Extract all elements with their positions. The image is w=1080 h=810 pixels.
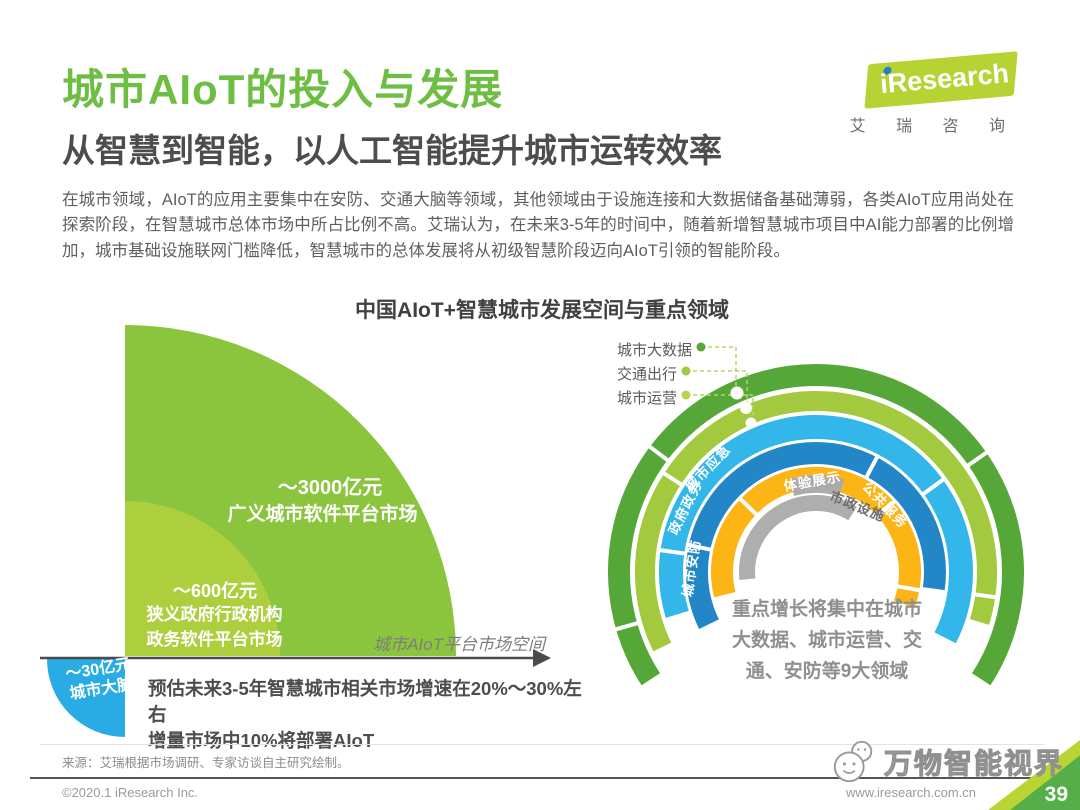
legend-city-operation: 城市运营: [617, 390, 678, 407]
narrow-market-value: ～600亿元: [172, 581, 258, 601]
page-number: 39: [1044, 783, 1068, 806]
ring-gray: [739, 495, 857, 581]
footer-site-url: www.iresearch.com.cn: [845, 785, 976, 800]
ring-marker-1: [730, 386, 744, 400]
quarter-narrow-market: [125, 501, 280, 656]
axis-arrowhead: [533, 649, 551, 667]
broad-market-value: ～3000亿元: [277, 477, 383, 499]
logo-brand-cn: 艾 瑞 咨 询: [849, 118, 1018, 135]
page-title: 城市AIoT的投入与发展: [62, 66, 504, 113]
legend-dot-bigdata: [696, 342, 706, 352]
ring-marker-3: [745, 417, 757, 429]
legend-dot-traffic: [681, 366, 691, 376]
watermark-text: 万物智能视界: [883, 748, 1065, 780]
axis-label: 城市AIoT平台市场空间: [373, 635, 545, 654]
ring-blue: [685, 442, 946, 630]
narrow-market-label: 狭义政府行政机构 政务软件平台市场: [146, 605, 283, 649]
legend-traffic: 交通出行: [617, 366, 678, 383]
footer-divider: [30, 777, 1050, 779]
page-corner: 39: [980, 740, 1080, 810]
ring-green: [608, 364, 1024, 686]
rings-center-note: 重点增长将集中在城市 大数据、城市运营、交 通、安防等9大领域: [731, 599, 922, 682]
source-note: 来源：艾瑞根据市场调研、专家访谈自主研究绘制。: [62, 756, 350, 770]
market-quarter-chart: [40, 325, 551, 737]
watermark: 万物智能视界: [830, 738, 1064, 786]
source-hairline: [40, 744, 1045, 745]
ring-gray-chip: [789, 475, 845, 497]
logo-brand: iResearch: [878, 58, 1011, 100]
quarter-city-brain: [47, 659, 125, 737]
chart-title: 中国AIoT+智慧城市发展空间与重点领域: [355, 299, 729, 322]
intro-paragraph: 在城市领域，AIoT的应用主要集中在安防、交通大脑等领域，其他领域由于设施连接和…: [62, 191, 1014, 260]
iresearch-logo: iResearch 艾 瑞 咨 询: [849, 51, 1022, 136]
ring-marker-2: [740, 402, 752, 414]
legend-connectors: [693, 346, 754, 419]
logo-flag-shape: iResearch: [864, 51, 1018, 109]
ring-cyan: [659, 415, 973, 644]
page-subtitle: 从智慧到智能，以人工智能提升城市运转效率: [62, 132, 722, 169]
legend-dot-operation: [681, 390, 691, 400]
footer-copyright: ©2020.1 iResearch Inc.: [62, 785, 199, 800]
ring-segment-gaps: [614, 444, 997, 632]
ring-lime: [634, 391, 997, 652]
market-annotation: 预估未来3-5年智慧城市相关市场增速在20%～30%左右 增量市场中10%将部署…: [148, 678, 582, 751]
legend-city-bigdata: 城市大数据: [617, 342, 693, 359]
rings-diagram: [608, 342, 1024, 686]
broad-market-label: 广义城市软件平台市场: [227, 504, 418, 525]
chat-bubbles-icon: [833, 740, 873, 783]
